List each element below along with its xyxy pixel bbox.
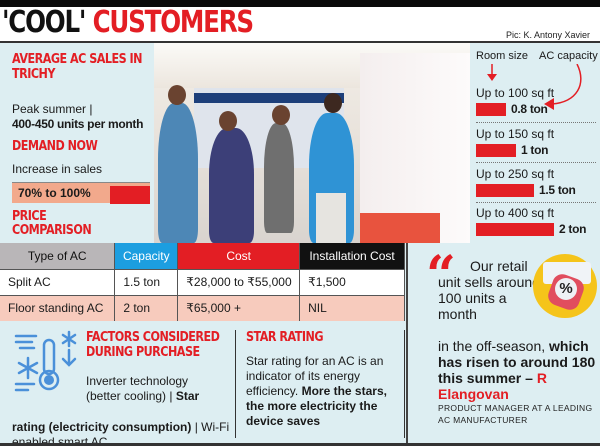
increase-value: 70% to 100%	[18, 186, 91, 200]
peak-summer: Peak summer | 400-450 units per month	[12, 102, 143, 132]
factors-heading: FACTORS CONSIDERED DURING PURCHASE	[86, 330, 220, 360]
capacity-bar	[476, 223, 554, 237]
room-size-label: Room size	[476, 50, 528, 62]
header-installation: Installation Cost	[299, 243, 405, 269]
table-row: Floor standing AC 2 ton ₹65,000 + NIL	[0, 294, 405, 321]
quote-text: Our retail unit sells around 100 units a…	[438, 258, 540, 322]
factors-text-continued: rating (electricity consumption) | Wi-Fi…	[12, 420, 230, 446]
table-row: Split AC 1.5 ton ₹28,000 to ₹55,000 ₹1,5…	[0, 268, 405, 295]
capacity-bar	[476, 103, 506, 117]
divider	[406, 243, 408, 443]
page-title: 'COOL' CUSTOMERS	[2, 5, 255, 40]
capacity-header: Room size AC capacity	[476, 50, 598, 62]
ac-discount-icon: %	[533, 254, 597, 318]
bottom-rule	[0, 443, 600, 446]
peak-label: Peak summer |	[12, 102, 93, 116]
quote-block: “ Our retail unit sells around 100 units…	[418, 245, 598, 442]
showroom-photo	[154, 43, 470, 243]
star-rating-text: Star rating for an AC is an indicator of…	[246, 354, 387, 428]
top-rule	[0, 0, 600, 7]
sales-panel: AVERAGE AC SALES IN TRICHY Peak summer |…	[4, 46, 152, 240]
header-cost: Cost	[177, 243, 301, 269]
curved-arrow-icon	[544, 64, 582, 110]
header-type: Type of AC	[0, 243, 116, 269]
arrow-down-icon	[487, 64, 497, 81]
header-capacity: Capacity	[114, 243, 179, 269]
increase-bar: 70% to 100%	[12, 182, 150, 204]
demand-heading: DEMAND NOW	[12, 139, 98, 154]
price-comparison-table: Type of AC Capacity Cost Installation Co…	[0, 243, 405, 321]
capacity-row: Up to 150 sq ft 1 ton	[476, 127, 555, 158]
capacity-row: Up to 100 sq ft 0.8 ton	[476, 86, 555, 117]
star-rating-heading: STAR RATING	[246, 330, 324, 345]
peak-value: 400-450 units per month	[12, 117, 144, 131]
photo-credit: Pic: K. Antony Xavier	[505, 30, 590, 40]
thermometer-snowflake-icon	[14, 330, 77, 392]
increase-label: Increase in sales	[12, 162, 103, 176]
ac-capacity-label: AC capacity	[539, 50, 598, 62]
capacity-row: Up to 400 sq ft 2 ton	[476, 206, 587, 237]
divider	[235, 330, 236, 438]
price-comparison-heading: PRICE COMPARISON	[12, 209, 92, 238]
customer-woman	[209, 128, 254, 243]
quote-author: R Elangovan	[438, 370, 547, 402]
capacity-row: Up to 250 sq ft 1.5 ton	[476, 167, 576, 198]
title-part-cool: 'COOL'	[2, 5, 86, 40]
background-person	[264, 123, 294, 233]
capacity-bar	[476, 144, 516, 158]
quote-text-continued: in the off-season, which has risen to ar…	[438, 338, 596, 402]
factors-block: FACTORS CONSIDERED DURING PURCHASE Inver…	[4, 324, 234, 446]
quote-author-role: PRODUCT MANAGER AT A LEADING AC MANUFACT…	[438, 403, 593, 425]
title-part-customers: CUSTOMERS	[92, 5, 255, 40]
divider	[404, 330, 405, 438]
capacity-bar	[476, 184, 534, 198]
customer-man	[158, 103, 198, 243]
avg-sales-heading: AVERAGE AC SALES IN TRICHY	[12, 52, 143, 82]
capacity-panel: Room size AC capacity Up to 100 sq ft 0.…	[472, 46, 598, 240]
factors-text: Inverter technology (better cooling) | S…	[86, 374, 200, 403]
increase-bar-fill	[110, 186, 150, 204]
quote-mark-icon: “	[426, 245, 456, 306]
